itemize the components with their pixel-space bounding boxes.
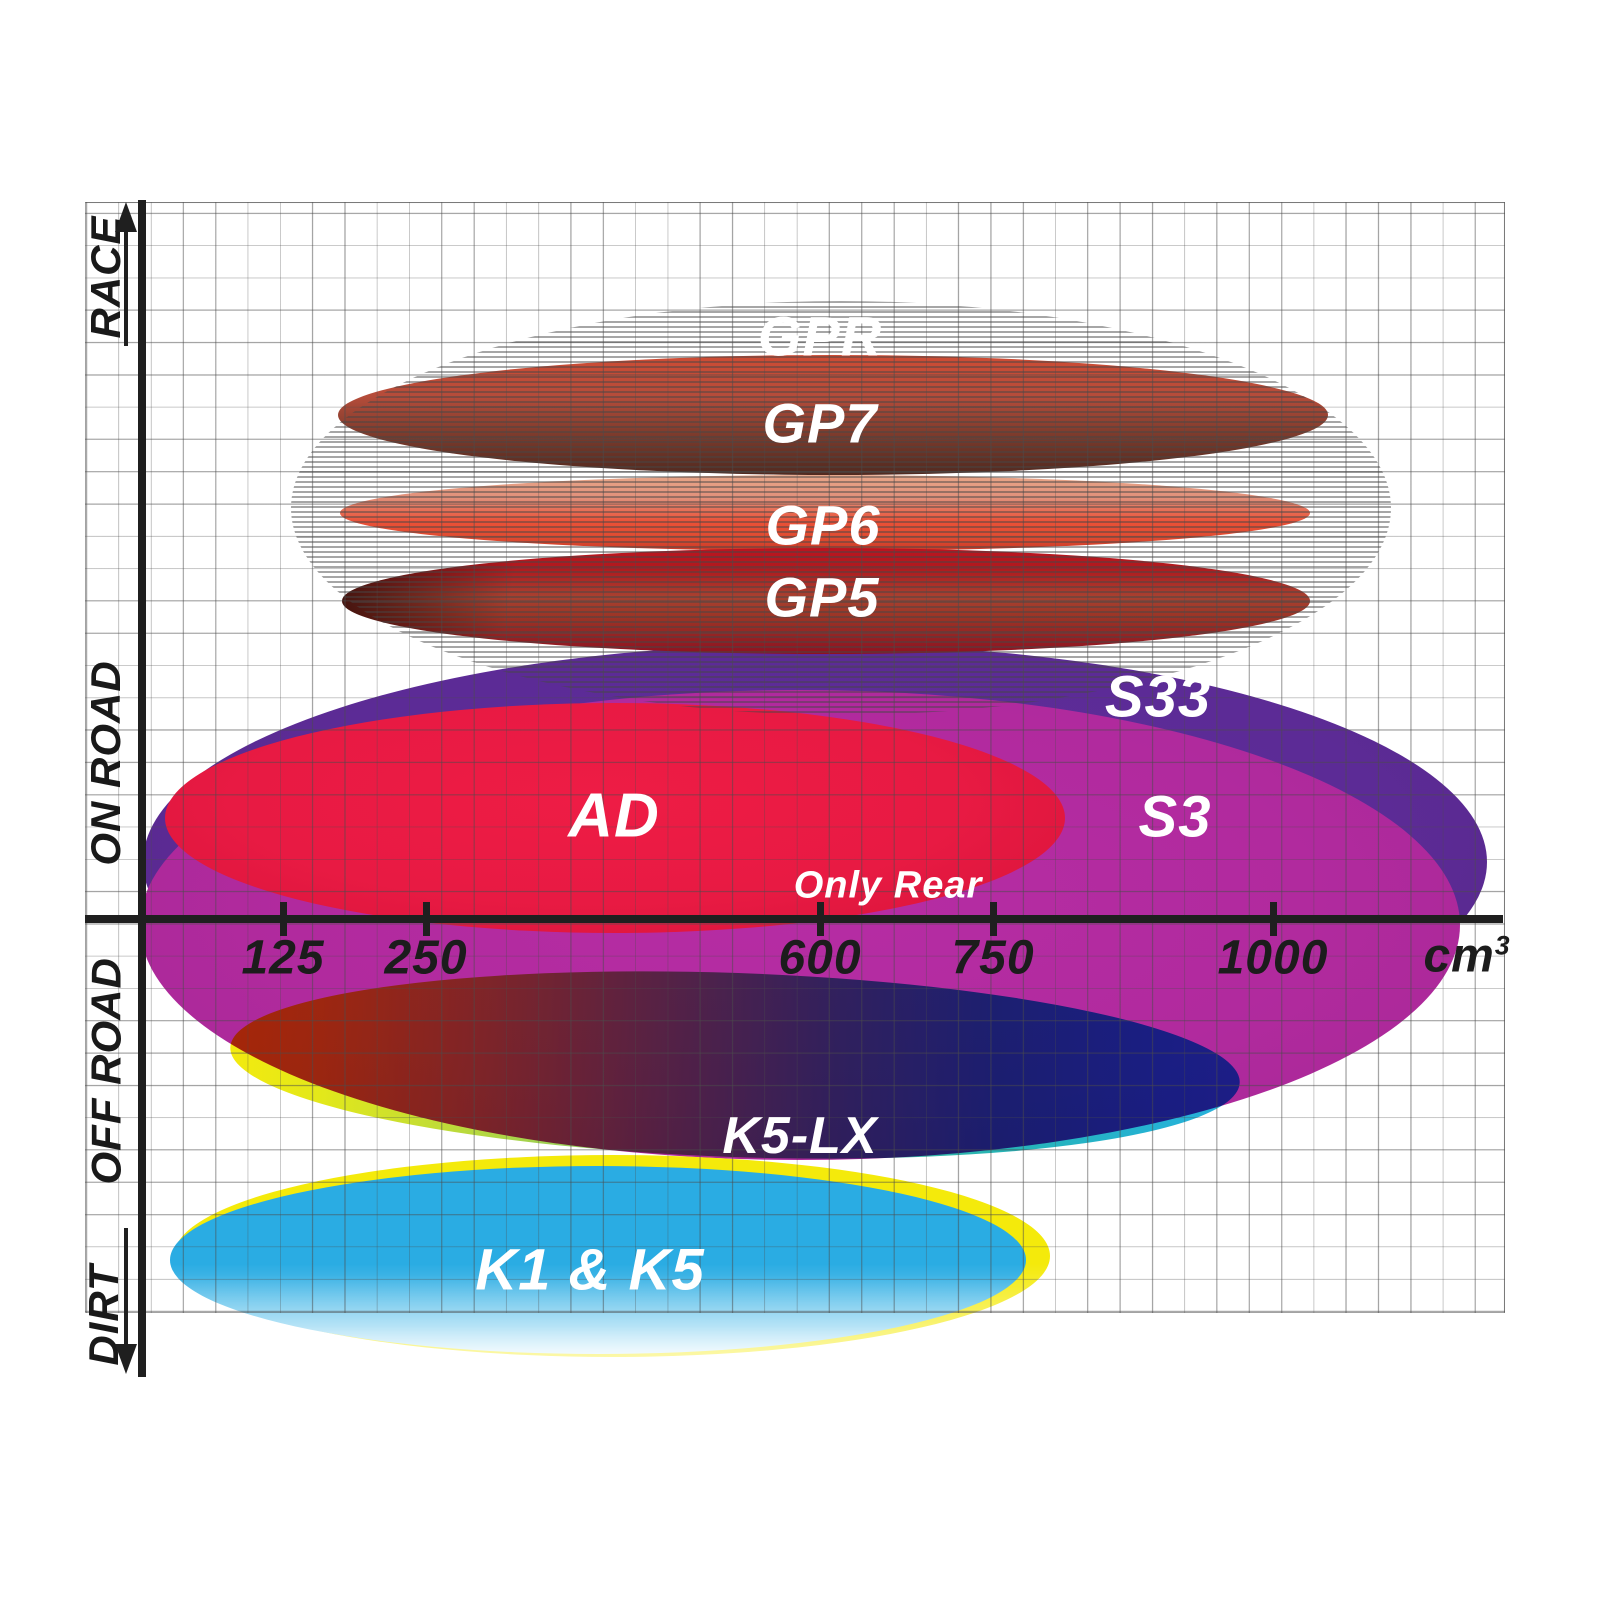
race-arrow-up-icon — [115, 202, 137, 232]
label-ad-note: Only Rear — [793, 864, 983, 907]
dirt-arrow-line — [124, 1228, 128, 1344]
tick-label-125: 125 — [241, 931, 325, 985]
label-gp6: GP6 — [765, 493, 881, 557]
x-axis-unit-label: cm3 — [1423, 929, 1511, 983]
label-k1k5: K1 & K5 — [475, 1237, 705, 1303]
tick-label-250: 250 — [384, 931, 468, 985]
y-category-on-road: ON ROAD — [82, 660, 129, 866]
tick-125 — [280, 902, 287, 936]
x-axis-line — [85, 915, 1503, 923]
tick-label-1000: 1000 — [1217, 931, 1329, 985]
tick-600 — [817, 902, 824, 936]
dirt-arrow-down-icon — [115, 1344, 137, 1374]
unit-exponent: 3 — [1494, 930, 1511, 961]
tick-1000 — [1270, 902, 1277, 936]
label-s33: S33 — [1104, 664, 1212, 730]
label-gp7: GP7 — [762, 391, 878, 455]
tick-label-750: 750 — [951, 931, 1035, 985]
label-s3: S3 — [1138, 784, 1212, 850]
y-axis-line — [138, 200, 146, 1377]
label-gpr: GPR — [757, 304, 883, 368]
tick-label-600: 600 — [778, 931, 862, 985]
y-category-off-road: OFF ROAD — [82, 957, 129, 1185]
tick-250 — [423, 902, 430, 936]
race-arrow-line — [124, 230, 128, 346]
tick-750 — [990, 902, 997, 936]
label-ad: AD — [568, 781, 660, 851]
label-k5lx: K5-LX — [722, 1107, 878, 1165]
label-gp5: GP5 — [764, 565, 880, 629]
